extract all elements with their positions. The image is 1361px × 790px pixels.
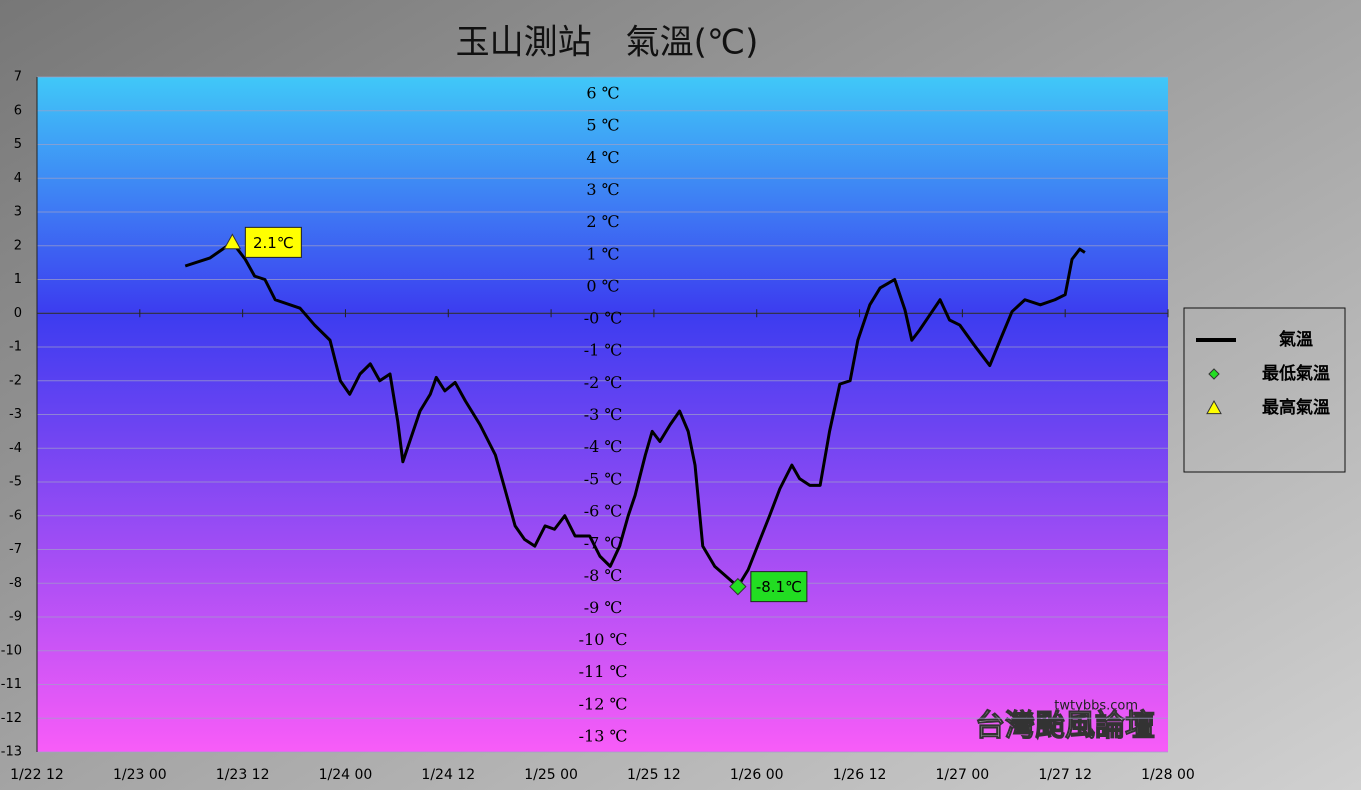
axis-annotation: -3 ℃ xyxy=(584,405,623,424)
y-tick-label: 6 xyxy=(14,103,22,118)
data-label-box xyxy=(750,571,808,603)
legend-label: 最高氣溫 xyxy=(1262,397,1330,418)
legend-swatch xyxy=(1208,368,1220,380)
axis-annotation: -6 ℃ xyxy=(584,501,623,520)
x-tick-label: 1/24 12 xyxy=(421,767,475,783)
data-label: -8.1℃ xyxy=(756,578,802,596)
y-tick-label: -5 xyxy=(9,475,22,490)
axis-annotation: -8 ℃ xyxy=(584,566,623,585)
watermark-logo: 台灣颱風論壇 xyxy=(975,709,1155,744)
axis-annotation: 2 ℃ xyxy=(586,212,619,231)
x-tick-label: 1/28 00 xyxy=(1141,767,1195,783)
axis-annotation: -7 ℃ xyxy=(584,534,623,553)
axis-annotation: 0 ℃ xyxy=(586,276,619,295)
y-tick-label: 0 xyxy=(14,306,22,321)
y-tick-label: -13 xyxy=(1,745,22,760)
chart-title: 玉山測站 氣溫(℃) xyxy=(456,23,759,63)
x-tick-label: 1/23 12 xyxy=(216,767,270,783)
axis-annotation: -13 ℃ xyxy=(579,727,628,746)
x-tick-label: 1/24 00 xyxy=(319,767,373,783)
axis-annotation: -5 ℃ xyxy=(584,469,623,488)
axis-annotation: -11 ℃ xyxy=(579,662,628,681)
x-tick-label: 1/27 00 xyxy=(936,767,990,783)
data-label-box xyxy=(244,226,302,258)
x-tick-label: 1/25 12 xyxy=(627,767,681,783)
axis-annotation: 3 ℃ xyxy=(586,180,619,199)
x-tick-label: 1/27 12 xyxy=(1038,767,1092,783)
x-tick-label: 1/26 00 xyxy=(730,767,784,783)
y-tick-label: -8 xyxy=(9,576,22,591)
y-tick-label: 1 xyxy=(14,272,22,287)
y-tick-label: -1 xyxy=(9,340,22,355)
extreme-marker xyxy=(223,233,242,250)
watermark-url: twtybbs.com xyxy=(1054,699,1138,714)
y-tick-label: 2 xyxy=(14,238,22,253)
axis-annotation: -12 ℃ xyxy=(579,694,628,713)
extreme-marker xyxy=(729,577,747,596)
data-label: 2.1℃ xyxy=(253,234,294,252)
axis-annotation: 1 ℃ xyxy=(586,244,619,263)
y-tick-label: 5 xyxy=(14,137,22,152)
legend-swatch xyxy=(1206,399,1222,415)
axis-annotation: -0 ℃ xyxy=(584,309,623,328)
y-tick-label: -2 xyxy=(9,373,22,388)
y-tick-label: -6 xyxy=(9,508,22,523)
y-tick-label: -9 xyxy=(9,610,22,625)
y-tick-label: -10 xyxy=(1,643,22,658)
y-tick-label: -4 xyxy=(9,441,22,456)
y-tick-label: -12 xyxy=(1,711,22,726)
legend-label: 最低氣溫 xyxy=(1262,363,1330,384)
axis-annotation: 4 ℃ xyxy=(586,148,619,167)
axis-annotation: -2 ℃ xyxy=(584,373,623,392)
y-tick-label: 4 xyxy=(14,171,22,186)
axis-annotation: 5 ℃ xyxy=(586,116,619,135)
y-tick-label: -3 xyxy=(9,407,22,422)
x-tick-label: 1/26 12 xyxy=(833,767,887,783)
axis-annotation: -1 ℃ xyxy=(584,341,623,360)
axis-annotation: 6 ℃ xyxy=(586,84,619,103)
x-tick-label: 1/22 12 xyxy=(10,767,64,783)
y-tick-label: 7 xyxy=(14,70,22,85)
y-tick-label: 3 xyxy=(14,205,22,220)
temperature-line xyxy=(184,240,1086,589)
y-tick-label: -7 xyxy=(9,542,22,557)
legend-label: 氣溫 xyxy=(1279,329,1313,350)
axis-annotation: -9 ℃ xyxy=(584,598,623,617)
x-tick-label: 1/23 00 xyxy=(113,767,167,783)
y-tick-label: -11 xyxy=(1,677,22,692)
legend-box xyxy=(1183,307,1346,473)
x-tick-label: 1/25 00 xyxy=(524,767,578,783)
axis-annotation: -10 ℃ xyxy=(579,630,628,649)
axis-annotation: -4 ℃ xyxy=(584,437,623,456)
